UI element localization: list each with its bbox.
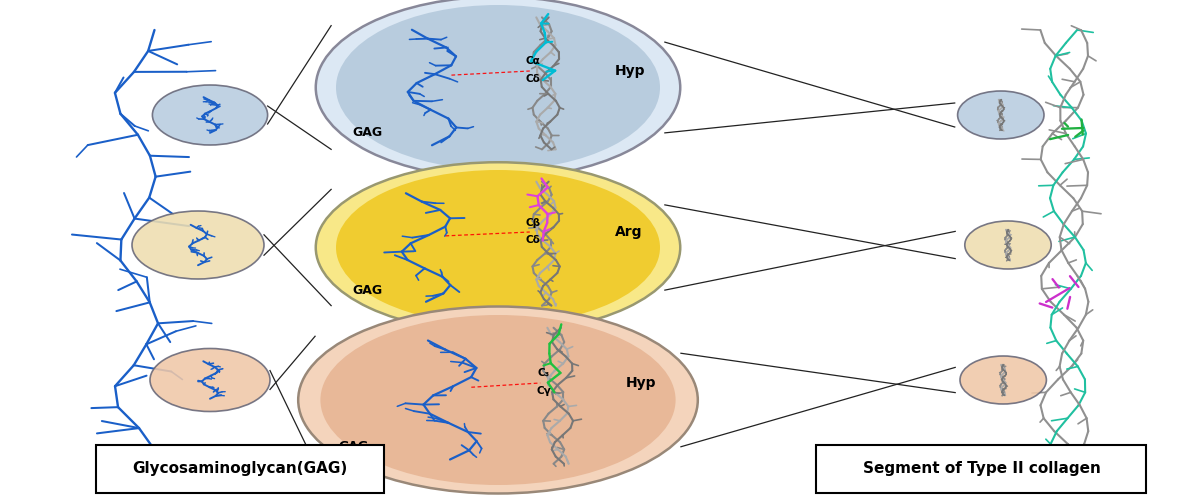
Text: GAG: GAG [353,126,383,140]
Ellipse shape [316,0,680,178]
Ellipse shape [152,85,268,145]
Text: Cγ: Cγ [536,386,551,396]
Text: Hyp: Hyp [626,376,656,390]
Ellipse shape [336,5,660,170]
Text: Arg: Arg [614,225,642,239]
Ellipse shape [132,211,264,279]
Text: C₃: C₃ [538,368,550,378]
Text: Cβ: Cβ [526,218,541,228]
Ellipse shape [320,315,676,485]
Ellipse shape [316,162,680,333]
Ellipse shape [965,221,1051,269]
Ellipse shape [336,170,660,325]
Text: GAG: GAG [338,440,368,454]
Text: Cδ: Cδ [526,235,540,244]
Text: Cα: Cα [526,56,540,66]
FancyBboxPatch shape [96,445,384,492]
Text: GAG: GAG [353,284,383,296]
Ellipse shape [299,306,698,494]
Text: Cδ: Cδ [526,74,540,85]
FancyBboxPatch shape [816,445,1146,492]
Text: Hyp: Hyp [614,64,646,78]
Ellipse shape [960,356,1046,404]
Text: Segment of Type II collagen: Segment of Type II collagen [863,462,1100,476]
Ellipse shape [958,91,1044,139]
Ellipse shape [150,348,270,412]
Text: Glycosaminoglycan(GAG): Glycosaminoglycan(GAG) [132,462,348,476]
